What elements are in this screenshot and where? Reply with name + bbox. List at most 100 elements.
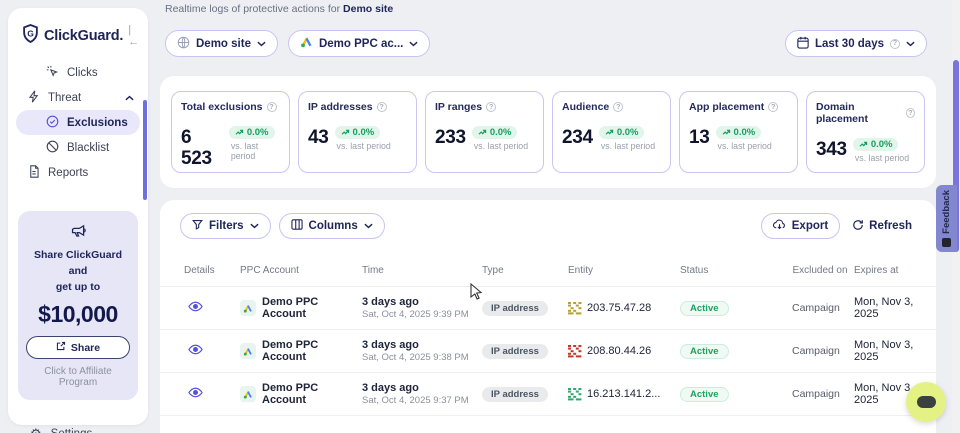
feedback-face-icon <box>942 238 951 248</box>
chevron-down-icon <box>249 220 259 232</box>
trend-badge: 0.0% <box>471 126 518 139</box>
time-absolute: Sat, Oct 4, 2025 9:38 PM <box>362 352 469 363</box>
stat-value: 43 <box>308 127 329 148</box>
sidebar-item-threat[interactable]: Threat <box>16 85 140 110</box>
promo-title: Share ClickGuard and get up to <box>33 249 123 293</box>
stat-value: 234 <box>562 127 593 148</box>
help-icon <box>890 38 900 49</box>
entity-value: 16.213.141.2... <box>587 388 661 400</box>
logs-panel: Filters Columns Export Refresh Details P… <box>160 200 936 433</box>
page-scrollbar-thumb[interactable] <box>953 60 959 252</box>
details-eye-icon[interactable] <box>184 344 203 355</box>
help-icon[interactable] <box>613 102 624 112</box>
expires-at-value: Mon, Nov 3, 2025 <box>854 382 914 406</box>
table-toolbar: Filters Columns Export Refresh <box>160 213 936 239</box>
help-icon[interactable] <box>905 108 915 118</box>
chevron-down-icon <box>257 38 266 50</box>
table-row[interactable]: Demo PPC Account 3 days ago Sat, Oct 4, 2… <box>160 330 936 373</box>
details-eye-icon[interactable] <box>184 387 203 398</box>
col-excluded-on[interactable]: Excluded on <box>792 264 848 276</box>
sidebar-item-reports[interactable]: Reports <box>16 160 140 185</box>
exclusions-table: Details PPC Account Time Type Entity Sta… <box>160 255 936 416</box>
entity-value: 208.80.44.26 <box>587 345 652 357</box>
affiliate-promo-card[interactable]: Share ClickGuard and get up to $10,000 S… <box>18 211 138 401</box>
columns-icon <box>290 219 303 233</box>
megaphone-icon <box>70 224 87 242</box>
stat-value: 6 523 <box>181 127 212 169</box>
block-icon <box>46 140 59 156</box>
google-ads-icon <box>300 36 313 51</box>
col-entity[interactable]: Entity <box>568 265 594 276</box>
time-absolute: Sat, Oct 4, 2025 9:39 PM <box>362 309 469 320</box>
table-header-row: Details PPC Account Time Type Entity Sta… <box>160 255 936 287</box>
sidebar-item-label: Exclusions <box>67 116 128 129</box>
site-selector-label: Demo site <box>196 37 251 50</box>
gear-icon <box>30 427 42 433</box>
status-badge: Active <box>680 343 729 359</box>
stats-panel: Total exclusions 6 523 0.0% vs. last per… <box>160 76 936 188</box>
col-ppc-account[interactable]: PPC Account <box>240 265 299 276</box>
stat-value: 343 <box>816 139 847 160</box>
col-details[interactable]: Details <box>184 265 215 276</box>
table-row[interactable]: Demo PPC Account 3 days ago Sat, Oct 4, 2… <box>160 373 936 416</box>
filters-button[interactable]: Filters <box>180 213 271 239</box>
ppc-account-name: Demo PPC Account <box>262 382 319 406</box>
trend-badge: 0.0% <box>852 138 899 151</box>
ppc-account-selector[interactable]: Demo PPC ac... <box>287 30 431 57</box>
sidebar-nav: Clicks Threat Exclusions Blacklist Repor… <box>8 60 148 185</box>
share-button[interactable]: Share <box>26 336 130 360</box>
sidebar-item-exclusions[interactable]: Exclusions <box>16 110 140 135</box>
sidebar-item-settings[interactable]: Settings <box>16 422 140 433</box>
funnel-icon <box>192 219 203 233</box>
col-time[interactable]: Time <box>362 265 384 276</box>
sidebar-item-label: Clicks <box>67 66 98 79</box>
sidebar-collapse-icon[interactable]: |← <box>128 24 140 48</box>
col-expires-at[interactable]: Expires at <box>854 265 899 276</box>
ip-identicon <box>568 301 581 315</box>
details-eye-icon[interactable] <box>184 301 203 312</box>
help-icon[interactable] <box>768 102 779 112</box>
chat-bubble-icon <box>916 396 936 408</box>
google-ads-icon <box>240 343 256 359</box>
trend-badge: 0.0% <box>228 126 275 139</box>
stat-value: 233 <box>435 127 466 148</box>
site-selector[interactable]: Demo site <box>165 30 278 57</box>
export-button[interactable]: Export <box>760 213 841 239</box>
help-icon[interactable] <box>376 102 387 112</box>
sidebar-item-clicks[interactable]: Clicks <box>16 60 140 85</box>
chat-widget-button[interactable] <box>906 382 946 422</box>
help-icon[interactable] <box>266 102 277 112</box>
click-icon <box>46 65 59 81</box>
type-badge: IP address <box>482 300 548 316</box>
sidebar-item-blacklist[interactable]: Blacklist <box>16 135 140 160</box>
sidebar-item-label: Reports <box>48 166 89 179</box>
stat-value: 13 <box>689 127 710 148</box>
sidebar-item-label: Blacklist <box>67 141 110 154</box>
excluded-on-value: Campaign <box>792 345 840 357</box>
stat-sub: vs. last period <box>600 141 656 151</box>
columns-button[interactable]: Columns <box>278 213 385 239</box>
sidebar-scrollbar[interactable] <box>143 100 147 200</box>
sidebar-item-label: Threat <box>48 91 82 104</box>
col-type[interactable]: Type <box>482 265 504 276</box>
refresh-button[interactable]: Refresh <box>848 219 916 234</box>
feedback-tab[interactable]: Feedback <box>936 185 957 252</box>
page-subtitle: Realtime logs of protective actions for … <box>165 3 394 15</box>
help-icon[interactable] <box>486 102 497 112</box>
site-name: Demo site <box>343 3 394 15</box>
stat-label: IP ranges <box>435 101 483 113</box>
globe-icon <box>177 36 190 52</box>
stat-label: Domain placement <box>816 101 868 125</box>
svg-text:G: G <box>27 28 34 38</box>
date-range-selector[interactable]: Last 30 days <box>784 30 927 57</box>
trend-badge: 0.0% <box>715 126 762 139</box>
chevron-down-icon <box>364 220 373 232</box>
type-badge: IP address <box>482 343 548 359</box>
logo-row: G ClickGuard. |← <box>8 8 148 60</box>
excluded-on-value: Campaign <box>792 302 840 314</box>
stat-sub: vs. last period <box>473 141 529 151</box>
context-selectors: Demo site Demo PPC ac... <box>165 30 431 57</box>
col-status[interactable]: Status <box>680 265 709 276</box>
settings-label: Settings <box>51 428 93 433</box>
table-row[interactable]: Demo PPC Account 3 days ago Sat, Oct 4, 2… <box>160 287 936 330</box>
